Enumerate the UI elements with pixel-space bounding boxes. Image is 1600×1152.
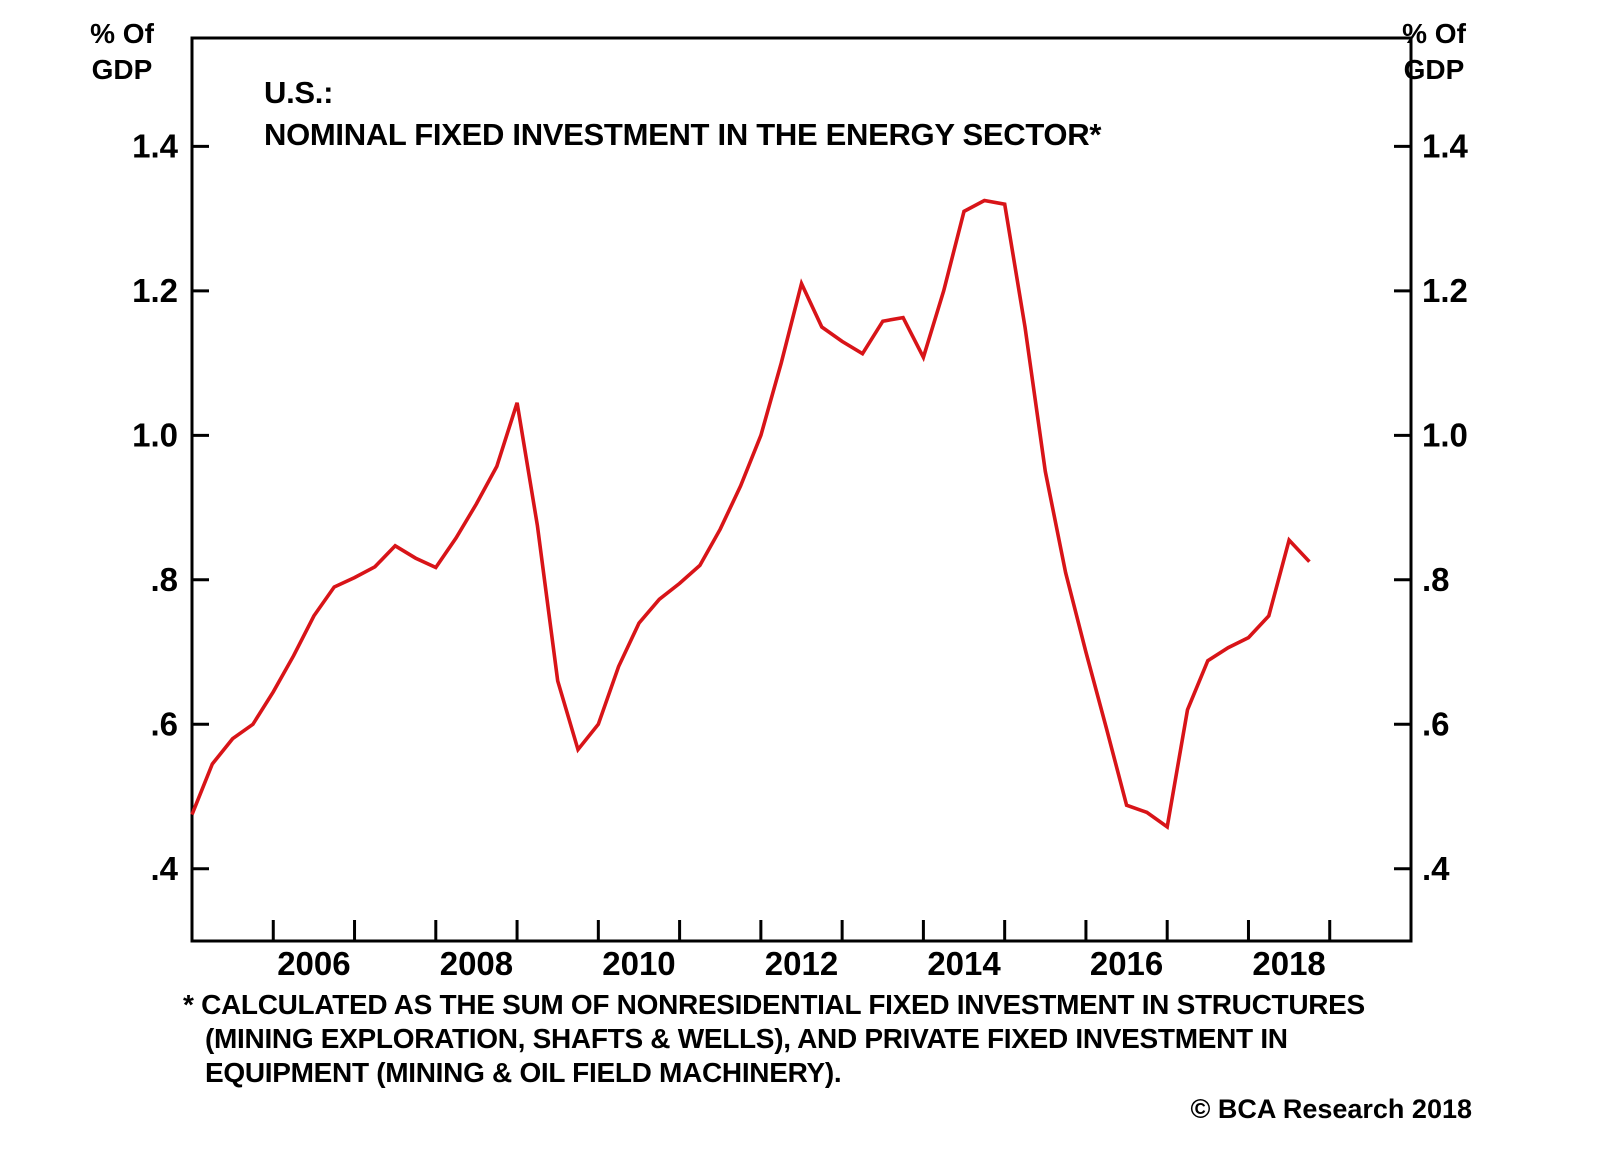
footnote-line: EQUIPMENT (MINING & OIL FIELD MACHINERY)… xyxy=(205,1057,842,1088)
chart-footnote: * CALCULATED AS THE SUM OF NONRESIDENTIA… xyxy=(183,988,1365,1090)
y-axis-tick-label-right: .6 xyxy=(1422,705,1450,742)
chart-title-line2: NOMINAL FIXED INVESTMENT IN THE ENERGY S… xyxy=(264,117,1102,152)
x-axis-tick-label: 2008 xyxy=(440,945,513,982)
y-axis-tick-label-right: .8 xyxy=(1422,561,1450,598)
footnote-line: * CALCULATED AS THE SUM OF NONRESIDENTIA… xyxy=(183,989,1365,1020)
y-axis-unit-left-line1: % Of xyxy=(90,18,154,49)
y-axis-tick-label-right: .4 xyxy=(1422,850,1450,887)
plot-border xyxy=(190,36,1413,943)
data-line-energy-investment xyxy=(190,198,1311,831)
chart-title-line1: U.S.: xyxy=(264,75,334,110)
chart-title: U.S.: NOMINAL FIXED INVESTMENT IN THE EN… xyxy=(264,72,1101,156)
footnote-line: (MINING EXPLORATION, SHAFTS & WELLS), AN… xyxy=(205,1023,1288,1054)
y-axis-tick-label-left: .6 xyxy=(150,705,178,742)
y-axis-unit-right: % Of GDP xyxy=(1374,16,1494,88)
x-axis-tick-label: 2006 xyxy=(277,945,350,982)
y-axis-tick-label-right: 1.0 xyxy=(1422,416,1468,453)
y-axis-unit-right-line1: % Of xyxy=(1402,18,1466,49)
x-axis-tick-label: 2016 xyxy=(1090,945,1163,982)
y-axis-tick-label-left: 1.0 xyxy=(132,416,178,453)
x-axis-tick-label: 2018 xyxy=(1252,945,1325,982)
y-axis-tick-label-left: 1.2 xyxy=(132,272,178,309)
y-axis-unit-left: % Of GDP xyxy=(62,16,182,88)
y-axis-tick-label-right: 1.4 xyxy=(1422,127,1469,164)
y-axis-tick-label-left: .4 xyxy=(150,850,178,887)
y-axis-tick-label-left: 1.4 xyxy=(132,127,179,164)
y-axis-tick-label-left: .8 xyxy=(150,561,178,598)
x-axis-tick-label: 2014 xyxy=(927,945,1001,982)
y-axis-unit-left-line2: GDP xyxy=(91,54,153,85)
y-axis-unit-right-line2: GDP xyxy=(1403,54,1465,85)
y-axis-tick-label-right: 1.2 xyxy=(1422,272,1468,309)
copyright-notice: © BCA Research 2018 xyxy=(1190,1094,1472,1124)
x-axis-tick-label: 2012 xyxy=(765,945,838,982)
x-axis-tick-label: 2010 xyxy=(602,945,675,982)
